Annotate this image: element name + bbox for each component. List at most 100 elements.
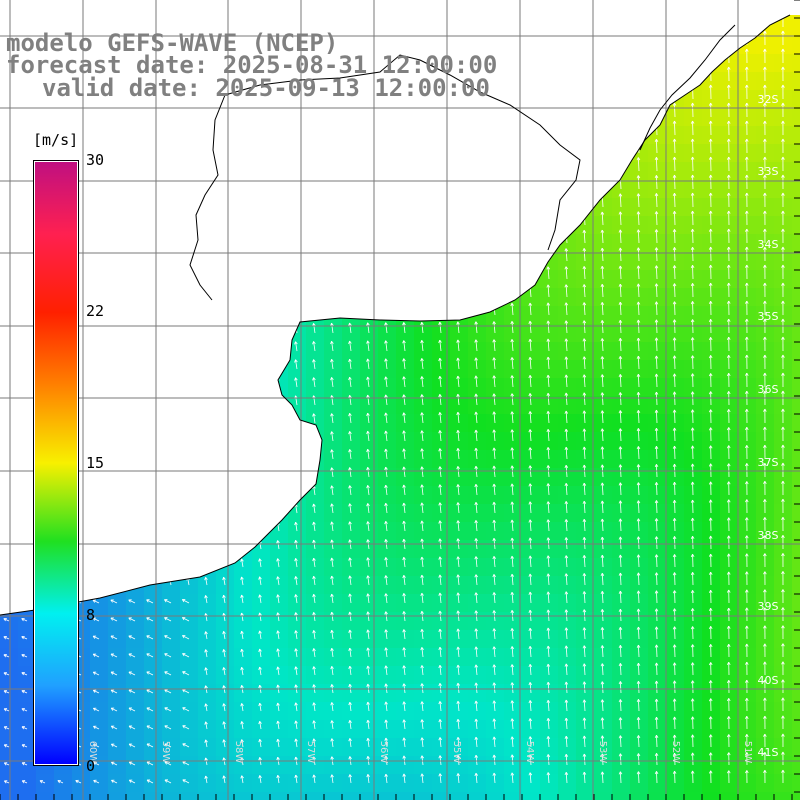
field-cell	[126, 450, 145, 469]
field-cell	[396, 162, 415, 181]
field-cell	[126, 216, 145, 235]
wind-arrow	[726, 15, 731, 28]
field-cell	[108, 792, 127, 800]
wind-arrow	[708, 752, 713, 766]
field-cell	[0, 360, 19, 379]
field-cell	[702, 72, 721, 91]
field-cell	[108, 252, 127, 271]
wind-arrow	[24, 560, 28, 568]
wind-arrow	[564, 627, 569, 640]
field-cell	[540, 396, 559, 415]
wind-arrow	[438, 556, 442, 568]
wind-arrow	[164, 635, 172, 640]
wind-arrow	[456, 592, 460, 604]
field-cell	[360, 594, 379, 613]
wind-arrow	[132, 379, 136, 388]
wind-arrow	[474, 628, 478, 640]
wind-arrow	[164, 761, 172, 766]
wind-arrow	[96, 1, 99, 9]
field-cell	[648, 162, 667, 181]
field-cell	[162, 15, 181, 19]
wind-arrow	[763, 462, 767, 478]
wind-arrow	[763, 66, 767, 82]
field-cell	[162, 684, 181, 703]
wind-arrow	[204, 0, 207, 9]
field-cell	[630, 612, 649, 631]
field-cell	[180, 504, 199, 523]
wind-arrow	[745, 228, 749, 244]
field-cell	[396, 612, 415, 631]
field-cell	[738, 594, 757, 613]
wind-arrow	[528, 682, 533, 694]
field-cell	[234, 702, 253, 721]
field-cell	[108, 162, 127, 181]
wind-arrow	[276, 197, 280, 208]
field-cell	[612, 378, 631, 397]
field-cell	[288, 450, 307, 469]
field-cell	[360, 630, 379, 649]
field-cell	[18, 648, 37, 667]
field-cell	[594, 504, 613, 523]
field-cell	[216, 414, 235, 433]
lat-label: 41S	[758, 746, 779, 759]
wind-arrow	[636, 265, 641, 280]
field-cell	[288, 288, 307, 307]
wind-arrow	[474, 483, 478, 496]
wind-arrow	[510, 519, 515, 532]
wind-arrow	[128, 725, 136, 730]
wind-arrow	[366, 123, 370, 136]
wind-arrow	[763, 102, 767, 118]
field-cell	[360, 522, 379, 541]
wind-arrow	[456, 484, 460, 496]
field-cell	[306, 558, 325, 577]
wind-arrow	[3, 636, 10, 640]
wind-arrow	[781, 426, 785, 442]
field-cell	[342, 15, 361, 19]
wind-arrow	[456, 15, 460, 28]
wind-arrow	[204, 306, 208, 316]
wind-arrow	[564, 157, 569, 172]
wind-arrow	[110, 671, 118, 676]
field-cell	[486, 774, 505, 793]
wind-arrow	[294, 576, 298, 586]
wind-arrow	[420, 376, 424, 388]
wind-arrow	[600, 428, 605, 442]
field-cell	[486, 558, 505, 577]
field-cell	[396, 522, 415, 541]
wind-arrow	[402, 376, 406, 388]
field-cell	[648, 522, 667, 541]
field-cell	[396, 702, 415, 721]
wind-arrow	[708, 535, 713, 550]
field-cell	[738, 504, 757, 523]
wind-arrow	[384, 466, 388, 478]
wind-arrow	[186, 414, 190, 424]
wind-arrow	[690, 138, 695, 154]
wind-arrow	[6, 145, 10, 154]
field-cell	[486, 756, 505, 775]
field-cell	[792, 108, 800, 127]
field-cell	[630, 504, 649, 523]
field-cell	[324, 594, 343, 613]
wind-arrow	[203, 107, 208, 118]
wind-arrow	[510, 357, 514, 370]
wind-arrow	[763, 607, 767, 622]
wind-arrow	[528, 158, 532, 172]
wind-arrow	[618, 699, 623, 712]
wind-arrow	[128, 707, 136, 712]
wind-arrow	[618, 103, 623, 118]
field-cell	[342, 396, 361, 415]
wind-arrow	[294, 269, 298, 280]
wind-arrow	[294, 521, 298, 532]
wind-arrow	[240, 269, 244, 280]
field-cell	[90, 522, 109, 541]
wind-arrow	[258, 215, 262, 226]
field-cell	[612, 486, 631, 505]
wind-arrow	[93, 707, 100, 712]
wind-arrow	[492, 736, 497, 748]
wind-arrow	[110, 707, 118, 712]
wind-arrow	[420, 340, 424, 352]
field-cell	[576, 738, 595, 757]
wind-arrow	[150, 505, 154, 514]
field-cell	[702, 576, 721, 595]
field-cell	[648, 36, 667, 55]
